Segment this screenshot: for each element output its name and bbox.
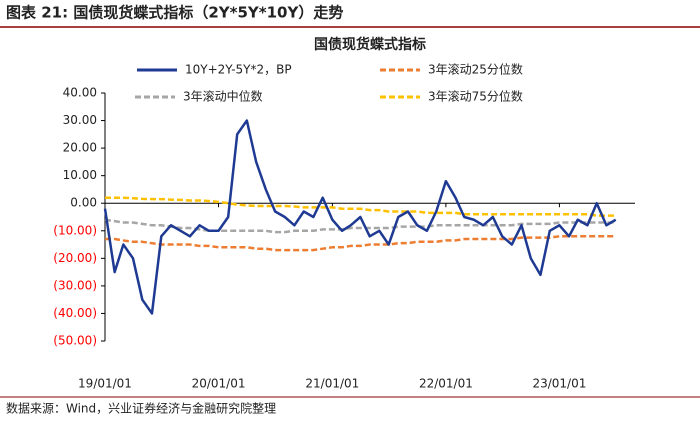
y-tick-label: (10.00): [53, 223, 97, 237]
series-line: [104, 218, 616, 234]
y-tick-label: 0.00: [70, 196, 97, 210]
y-tick-label: (40.00): [53, 306, 97, 320]
series-line: [105, 196, 616, 217]
y-tick-label: (20.00): [53, 251, 97, 265]
legend-label: 3年滚动25分位数: [428, 62, 523, 77]
y-tick-label: 40.00: [63, 86, 97, 100]
y-tick-label: (50.00): [53, 334, 97, 348]
y-tick-label: (30.00): [53, 278, 97, 292]
x-tick-label: 21/01/01: [305, 377, 359, 391]
x-tick-label: 23/01/01: [532, 377, 586, 391]
y-tick-label: 10.00: [63, 168, 97, 182]
legend-label: 3年滚动75分位数: [428, 89, 523, 104]
y-tick-label: 30.00: [63, 113, 97, 127]
series-line: [105, 235, 616, 252]
legend-label: 3年滚动中位数: [183, 89, 263, 104]
chart-title: 国债现货蝶式指标: [314, 36, 426, 53]
series-line: [103, 119, 617, 315]
x-tick-label: 20/01/01: [192, 377, 246, 391]
x-tick-label: 22/01/01: [419, 377, 473, 391]
source: 数据来源：Wind，兴业证券经济与金融研究院整理: [6, 401, 276, 416]
header: 图表 21: 国债现货蝶式指标（2Y*5Y*10Y）走势: [6, 4, 343, 22]
x-tick-label: 19/01/01: [78, 377, 132, 391]
y-tick-label: 20.00: [63, 141, 97, 155]
legend-label: 10Y+2Y-5Y*2，BP: [185, 63, 292, 77]
